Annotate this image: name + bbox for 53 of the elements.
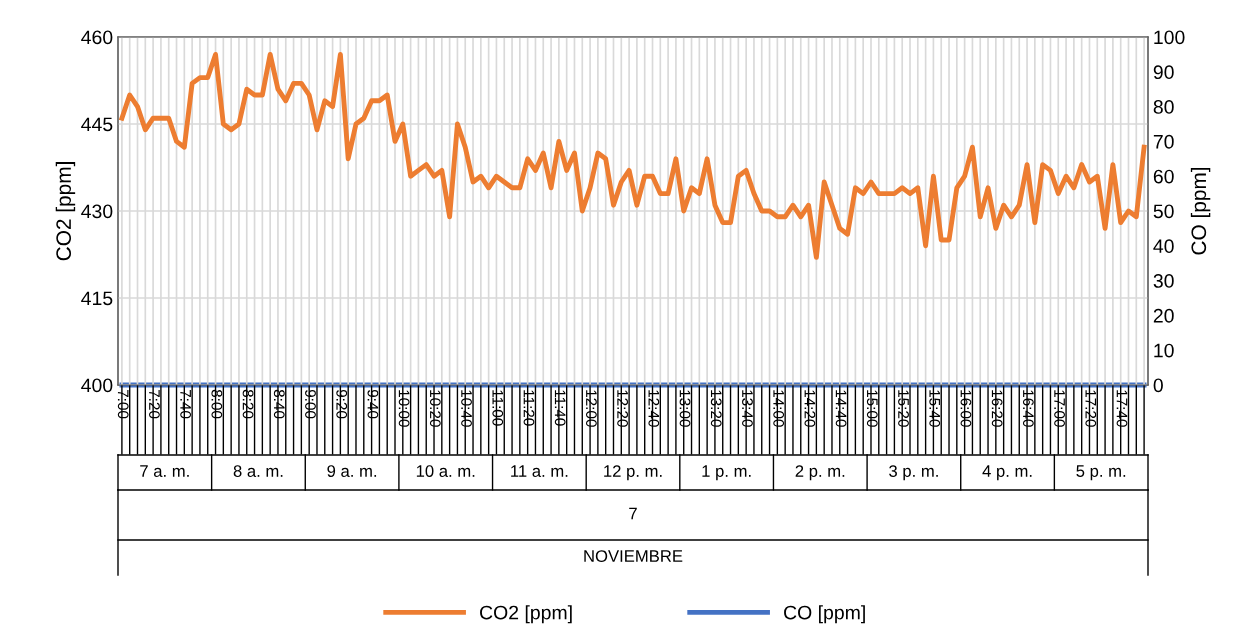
- x-tick-label: 15:00: [866, 390, 878, 427]
- x-tick-label: 16:20: [991, 390, 1003, 427]
- y-tick-label: 400: [81, 378, 113, 393]
- text: 12 p. m.: [604, 465, 662, 481]
- x-tick-label: 15:20: [898, 390, 909, 427]
- text: 10 a. m.: [416, 465, 475, 477]
- y2-tick-label: 60: [1153, 169, 1174, 184]
- text: 7: [629, 507, 637, 520]
- text: 11 a. m.: [511, 465, 568, 477]
- x-tick-label: 10:20: [429, 390, 441, 427]
- x-tick-label: 13:40: [742, 390, 753, 427]
- y-axis-title: CO2 [ppm]: [55, 162, 76, 261]
- text: 8 a. m.: [233, 465, 283, 477]
- y2-axis-title: CO [ppm]: [1190, 167, 1211, 255]
- x-tick-label: 13:20: [710, 390, 722, 427]
- y2-tick-label: 20: [1153, 308, 1174, 323]
- x-tick-label: 14:40: [835, 390, 847, 427]
- y2-tick-label: 30: [1153, 274, 1174, 288]
- text: 3 p. m.: [889, 465, 938, 481]
- y-tick-label: 445: [81, 117, 113, 132]
- x-tick-label: 12:00: [585, 390, 597, 427]
- x-tick-label: 17:00: [1054, 390, 1065, 427]
- y-tick-label: 430: [81, 204, 113, 219]
- y2-tick-label: 40: [1153, 239, 1174, 254]
- legend-label: CO [ppm]: [784, 605, 865, 624]
- x-tick-label: 16:40: [1022, 390, 1034, 427]
- text: 2 p. m.: [795, 465, 845, 481]
- y-tick-label: 415: [81, 291, 113, 306]
- text: 4 p. m.: [982, 465, 1032, 481]
- x-tick-label: 7:00: [117, 389, 129, 419]
- text: 5 p. m.: [1076, 465, 1126, 481]
- y2-tick-label: 10: [1154, 343, 1174, 358]
- x-tick-label: 10:40: [461, 390, 472, 427]
- legend-label: CO2 [ppm]: [480, 605, 572, 624]
- x-tick-label: 11:40: [554, 390, 566, 426]
- text: NOVIEMBRE: [584, 550, 683, 562]
- y2-tick-label: 70: [1153, 134, 1174, 149]
- text: 1 p. m.: [702, 465, 751, 481]
- y2-tick-label: 80: [1153, 100, 1174, 114]
- line-series: [119, 51, 1147, 260]
- y-tick-label: 460: [81, 30, 113, 45]
- y2-tick-label: 90: [1153, 65, 1174, 80]
- x-tick-label: 8:20: [242, 389, 254, 419]
- x-tick-label: 10:00: [398, 390, 410, 427]
- y2-tick-label: 0: [1153, 378, 1163, 393]
- x-tick-label: 7:20: [149, 389, 160, 419]
- text: 9 a. m.: [327, 465, 377, 477]
- x-tick-label: 13:00: [679, 390, 691, 427]
- x-tick-label: 8:40: [273, 389, 285, 419]
- text: 7 a. m.: [140, 465, 189, 477]
- y2-tick-label: 50: [1153, 204, 1174, 219]
- x-tick-label: 9:00: [305, 389, 316, 419]
- y2-tick-label: 100: [1154, 30, 1185, 45]
